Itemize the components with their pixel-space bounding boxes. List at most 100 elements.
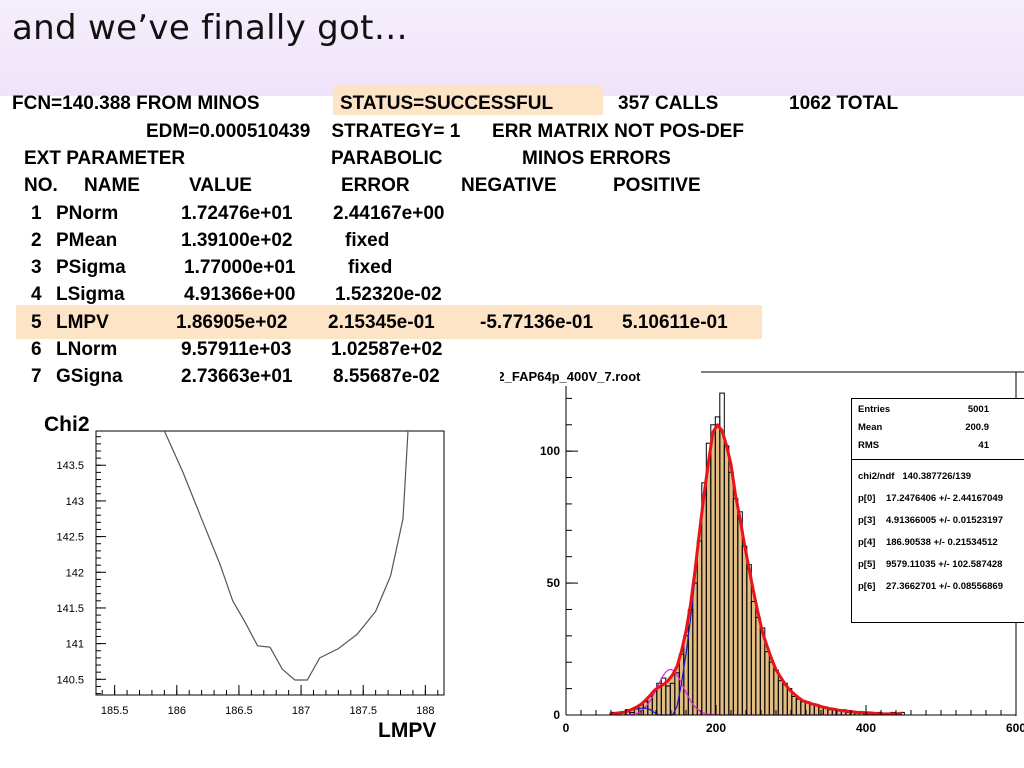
lmpv-row-highlight (16, 305, 762, 339)
row-error: 2.44167e+00 (333, 203, 445, 224)
slide-title: and we’ve finally got… (12, 8, 409, 48)
stats-chi2-value: 140.387726/139 (902, 471, 972, 482)
stats-param-value: 17.2476406 +/- 2.44167049 (885, 493, 1003, 504)
row-value: 9.57911e+03 (181, 339, 292, 360)
row-value: 1.86905e+02 (176, 312, 288, 333)
row-error: fixed (348, 257, 393, 278)
row-name: LSigma (56, 284, 125, 305)
stats-param-row: p[3] 4.91366005 +/- 0.01523197 (858, 515, 1003, 526)
stats-param-value: 4.91366005 +/- 0.01523197 (885, 515, 1003, 526)
stats-mean-value: 200.9 (965, 422, 989, 433)
row-no: 1 (31, 203, 42, 224)
header-value: VALUE (189, 175, 252, 196)
chi2-y-tick-label: 140.5 (56, 674, 84, 686)
stats-param-name: p[5] (858, 559, 876, 570)
stats-param-name: p[3] (858, 515, 876, 526)
header-positive: POSITIVE (613, 175, 701, 196)
header-parabolic: PARABOLIC (331, 148, 443, 169)
chi2-x-tick-label: 186 (168, 705, 186, 717)
row-error: 8.55687e-02 (333, 366, 440, 387)
lmpv-axis-label: LMPV (378, 719, 437, 742)
row-negative: -5.77136e-01 (480, 312, 594, 333)
stats-rms-label: RMS (858, 440, 880, 451)
stats-param-value: 186.90538 +/- 0.21534512 (885, 537, 998, 548)
histogram-x-tick-label: 200 (706, 721, 726, 735)
row-value: 2.73663e+01 (181, 366, 293, 387)
chi2-y-tick-label: 142 (66, 567, 84, 579)
histogram-x-tick-label: 600 (1006, 721, 1024, 735)
stats-param-name: p[6] (858, 581, 876, 592)
row-no: 4 (31, 284, 42, 305)
header-minos-errors: MINOS ERRORS (522, 148, 671, 169)
histogram-y-tick-label: 0 (553, 708, 560, 722)
status-highlight (333, 85, 603, 115)
stats-box: Entries 5001 Mean 200.9 RMS 41 chi2/ndf 140… (851, 398, 1024, 623)
chi2-scan-line (163, 430, 409, 681)
stats-mean-label: Mean (858, 422, 883, 433)
stats-param-name: p[4] (858, 537, 876, 548)
row-error: fixed (345, 230, 390, 251)
calls-text: 357 CALLS (618, 93, 719, 114)
row-name: GSigna (56, 366, 123, 387)
chi2-y-tick-label: 141.5 (56, 603, 84, 615)
stats-entries-label: Entries (858, 404, 891, 415)
row-error: 1.52320e-02 (335, 284, 442, 305)
stats-param-row: p[4] 186.90538 +/- 0.21534512 (858, 537, 998, 548)
fcn-line: FCN=140.388 FROM MINOS (12, 93, 260, 114)
chi2-x-tick-label: 185.5 (101, 705, 129, 717)
fit-curve-line (609, 423, 903, 716)
header-ext-parameter: EXT PARAMETER (24, 148, 186, 169)
row-error: 2.15345e-01 (328, 312, 435, 333)
row-no: 2 (31, 230, 42, 251)
header-negative: NEGATIVE (461, 175, 557, 196)
stats-param-name: p[0] (858, 493, 876, 504)
row-no: 6 (31, 339, 42, 360)
histogram-y-tick-label: 100 (540, 444, 560, 458)
chi2-y-tick-label: 142.5 (56, 532, 84, 544)
chi2-y-tick-label: 143.5 (56, 460, 84, 472)
title-band (0, 0, 1024, 96)
histogram-x-tick-label: 400 (856, 721, 876, 735)
row-value: 4.91366e+00 (184, 284, 296, 305)
chi2-x-tick-label: 187.5 (349, 705, 377, 717)
stats-param-value: 27.3662701 +/- 0.08556869 (885, 581, 1003, 592)
chi2-x-tick-label: 188 (416, 705, 434, 717)
row-value: 1.72476e+01 (181, 203, 293, 224)
chi2-plot-frame (95, 430, 445, 696)
chi2-x-tick-label: 187 (292, 705, 310, 717)
row-no: 3 (31, 257, 42, 278)
stats-param-value: 9579.11035 +/- 102.587428 (885, 559, 1003, 570)
header-no: NO. (24, 175, 58, 196)
histogram-x-tick-label: 0 (563, 721, 570, 735)
stats-rms-value: 41 (978, 440, 989, 451)
row-error: 1.02587e+02 (331, 339, 443, 360)
stats-chi2-row: chi2/ndf 140.387726/139 (858, 471, 971, 482)
histogram-title: A2_FAP64p_400V_7.root (500, 369, 641, 384)
stats-param-row: p[6] 27.3662701 +/- 0.08556869 (858, 581, 1003, 592)
chi2-axis-label: Chi2 (44, 413, 90, 436)
row-name: LNorm (56, 339, 118, 360)
header-error: ERROR (341, 175, 410, 196)
stats-chi2-label: chi2/ndf (858, 471, 895, 482)
header-name: NAME (84, 175, 140, 196)
stats-param-row: p[5] 9579.11035 +/- 102.587428 (858, 559, 1002, 570)
row-name: PNorm (56, 203, 119, 224)
stats-param-row: p[0] 17.2476406 +/- 2.44167049 (858, 493, 1003, 504)
row-no: 5 (31, 312, 42, 333)
row-positive: 5.10611e-01 (622, 312, 728, 333)
stats-divider (852, 459, 1024, 460)
total-text: 1062 TOTAL (789, 93, 899, 114)
lmpv-histogram-chart: A2_FAP64p_400V_7.root 0 200 400 600 0 50 100 (500, 369, 1024, 735)
chi2-scan-chart: 185.5 186 186.5 187 187.5 188 140.5 141 141.5 142… (56, 430, 445, 717)
row-name: PMean (56, 230, 118, 251)
row-name: LMPV (56, 312, 109, 333)
row-no: 7 (31, 366, 42, 387)
chi2-y-tick-label: 143 (66, 496, 84, 508)
edm-line: EDM=0.000510439 STRATEGY= 1 ERR MATRIX N… (146, 121, 744, 142)
chi2-x-tick-label: 186.5 (225, 705, 253, 717)
status-text: STATUS=SUCCESSFUL (340, 93, 554, 114)
row-value: 1.77000e+01 (184, 257, 296, 278)
row-value: 1.39100e+02 (181, 230, 293, 251)
stats-entries-value: 5001 (967, 404, 989, 415)
row-name: PSigma (56, 257, 126, 278)
